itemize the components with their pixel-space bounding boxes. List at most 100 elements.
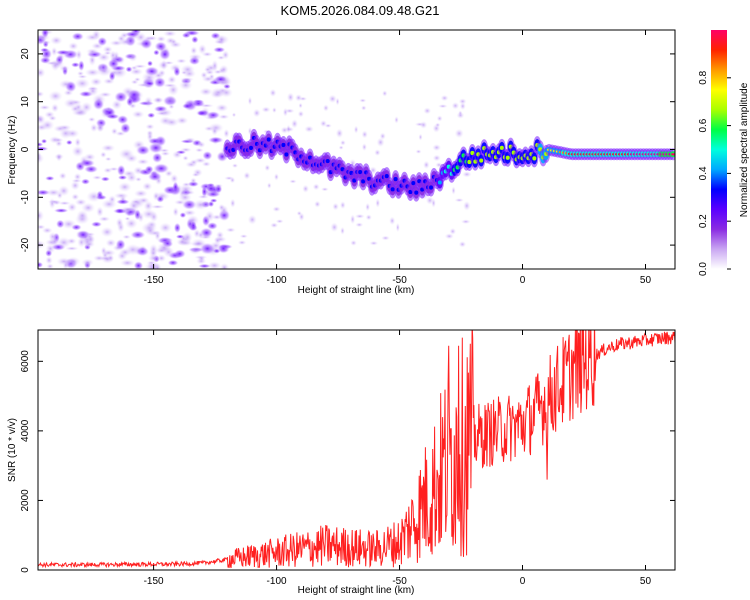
- noise-blob: [335, 97, 340, 106]
- noise-blob: [204, 210, 215, 223]
- noise-blob: [182, 155, 189, 161]
- noise-blob: [375, 198, 381, 208]
- noise-blob: [98, 91, 112, 98]
- noise-blob: [116, 34, 126, 43]
- noise-blob: [184, 137, 196, 143]
- noise-blob: [369, 240, 379, 246]
- noise-blob: [320, 187, 329, 192]
- ridge-mark: [325, 158, 330, 164]
- noise-blob: [38, 240, 46, 249]
- noise-blob: [119, 259, 135, 267]
- noise-blob: [170, 173, 179, 184]
- noise-blob: [381, 235, 390, 241]
- noise-blob: [147, 112, 156, 119]
- noise-blob: [74, 78, 90, 89]
- noise-blob: [76, 209, 89, 222]
- noise-blob: [298, 102, 303, 109]
- noise-blob: [355, 222, 364, 228]
- noise-blob: [104, 156, 112, 162]
- noise-blob: [435, 122, 441, 128]
- noise-blob: [178, 192, 192, 203]
- noise-blob: [61, 218, 77, 230]
- ridge-mark: [429, 185, 434, 190]
- noise-blob: [204, 69, 215, 76]
- noise-blob: [73, 172, 82, 181]
- y-tick-label: 0: [20, 146, 31, 152]
- noise-blob: [63, 89, 74, 97]
- noise-blob: [153, 49, 160, 56]
- noise-blob: [38, 67, 46, 78]
- spectrogram-x-label: Height of straight line (km): [298, 285, 415, 296]
- noise-blob: [147, 253, 160, 263]
- noise-blob: [142, 182, 153, 191]
- noise-blob: [96, 206, 104, 218]
- noise-blob: [218, 114, 230, 120]
- x-tick-label: 0: [520, 576, 526, 587]
- noise-blob: [198, 43, 207, 55]
- noise-blob: [162, 83, 177, 88]
- ridge-mark: [284, 152, 289, 157]
- noise-blob: [231, 163, 239, 169]
- noise-blob: [126, 88, 142, 101]
- noise-blob: [52, 137, 64, 143]
- noise-blob: [198, 263, 211, 269]
- noise-blob: [415, 149, 422, 154]
- ridge-mark: [499, 145, 504, 150]
- noise-blob: [177, 184, 194, 195]
- noise-blob: [105, 106, 113, 112]
- ridge-mark: [467, 159, 472, 165]
- noise-blob: [463, 200, 471, 211]
- noise-blob: [111, 99, 123, 110]
- y-tick-label: 10: [20, 96, 31, 108]
- noise-blob: [99, 151, 107, 159]
- noise-blob: [225, 227, 236, 233]
- noise-blob: [328, 94, 337, 104]
- noise-blob: [162, 30, 177, 37]
- noise-blob: [319, 119, 327, 128]
- noise-blob: [147, 172, 162, 182]
- x-tick-label: 50: [640, 275, 652, 286]
- noise-blob: [304, 125, 314, 133]
- noise-blob: [38, 146, 49, 152]
- ridge-mark: [505, 155, 510, 160]
- x-tick-label: -150: [144, 275, 164, 286]
- noise-blob: [173, 222, 181, 234]
- noise-blob: [270, 222, 279, 229]
- noise-blob: [90, 221, 103, 228]
- noise-blob: [146, 60, 154, 67]
- figure-title: KOM5.2026.084.09.48.G21: [280, 3, 439, 18]
- ridge-mark: [532, 156, 537, 161]
- ridge-mark: [437, 180, 442, 185]
- noise-blob: [55, 153, 63, 162]
- noise-blob: [243, 171, 251, 180]
- ridge-mark: [671, 153, 675, 156]
- noise-blob: [107, 254, 115, 262]
- noise-blob: [133, 261, 144, 269]
- y-tick-label: 6000: [20, 350, 31, 373]
- noise-blob: [116, 114, 129, 125]
- ridge-mark: [390, 187, 395, 192]
- noise-blob: [419, 121, 428, 129]
- noise-blob: [275, 219, 284, 224]
- noise-blob: [133, 77, 141, 82]
- noise-blob: [51, 103, 59, 113]
- noise-blob: [118, 148, 135, 160]
- noise-blob: [167, 259, 179, 266]
- noise-blob: [180, 64, 195, 75]
- noise-blob: [48, 90, 63, 102]
- noise-blob: [197, 194, 210, 199]
- x-tick-label: -100: [267, 576, 287, 587]
- noise-blob: [51, 46, 58, 57]
- noise-blob: [156, 35, 166, 43]
- noise-blob: [195, 147, 204, 153]
- noise-blob: [71, 32, 84, 41]
- noise-blob: [175, 234, 185, 239]
- noise-blob: [444, 233, 454, 240]
- snr-panel: -150 -100 -50 0 50 0 2000 4000 6000 Height of s…: [7, 329, 676, 596]
- noise-blob: [382, 90, 388, 97]
- x-tick-label: -50: [392, 275, 407, 286]
- noise-blob: [84, 165, 99, 174]
- noise-blob: [65, 246, 79, 251]
- noise-blob: [53, 208, 69, 213]
- noise-blob: [340, 139, 346, 146]
